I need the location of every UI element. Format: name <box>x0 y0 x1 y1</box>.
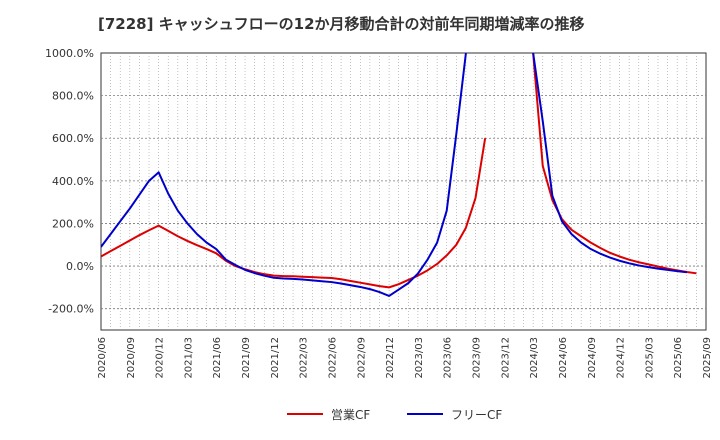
x-tick-label: 2022/09 <box>356 337 367 379</box>
x-tick-label: 2023/09 <box>472 337 483 379</box>
x-tick-label: 2023/06 <box>443 337 454 379</box>
y-tick-label: 1000.0% <box>45 47 94 60</box>
x-tick-label: 2020/06 <box>97 337 108 379</box>
x-tick-label: 2021/12 <box>270 337 281 379</box>
x-tick-label: 2024/09 <box>587 337 598 379</box>
grid-layer <box>101 53 706 330</box>
x-tick-label: 2021/03 <box>183 337 194 379</box>
x-tick-label: 2024/12 <box>616 337 627 379</box>
x-tick-label: 2020/09 <box>126 337 137 379</box>
x-tick-label: 2023/12 <box>500 337 511 379</box>
y-tick-label: -200.0% <box>48 303 94 316</box>
x-tick-label: 2024/03 <box>529 337 540 379</box>
y-tick-label: 800.0% <box>52 90 94 103</box>
x-tick-label: 2025/06 <box>673 337 684 379</box>
y-tick-label: 200.0% <box>52 217 94 230</box>
y-axis: -200.0% 0.0% 200.0% 400.0% 600.0% 800.0% 1000.… <box>45 47 94 316</box>
series-line-1 <box>101 53 467 297</box>
series-line-1 <box>532 53 687 274</box>
x-tick-label: 2021/09 <box>241 337 252 379</box>
x-tick-label: 2025/09 <box>702 337 713 379</box>
plot-area <box>100 52 707 331</box>
x-tick-label: 2021/06 <box>212 337 223 379</box>
chart-title: [7228] キャッシュフローの12か月移動合計の対前年同期増減率の推移 <box>98 15 585 33</box>
legend-label-1: フリーCF <box>451 408 502 422</box>
y-tick-label: 0.0% <box>66 260 94 273</box>
x-tick-label: 2020/12 <box>155 337 166 379</box>
y-tick-label: 400.0% <box>52 175 94 188</box>
x-tick-label: 2022/12 <box>385 337 396 379</box>
x-tick-label: 2022/03 <box>299 337 310 379</box>
x-tick-label: 2024/06 <box>558 337 569 379</box>
legend: 営業CF フリーCF <box>287 408 502 422</box>
series-line-0 <box>101 138 487 289</box>
y-tick-label: 600.0% <box>52 132 94 145</box>
x-tick-label: 2025/03 <box>644 337 655 379</box>
x-tick-label: 2022/06 <box>327 337 338 379</box>
x-axis: 2020/06 2020/09 2020/12 2021/03 2021/06 2021/… <box>97 337 713 379</box>
x-tick-label: 2023/03 <box>414 337 425 379</box>
series-layer <box>101 53 697 297</box>
legend-label-0: 営業CF <box>331 408 370 422</box>
